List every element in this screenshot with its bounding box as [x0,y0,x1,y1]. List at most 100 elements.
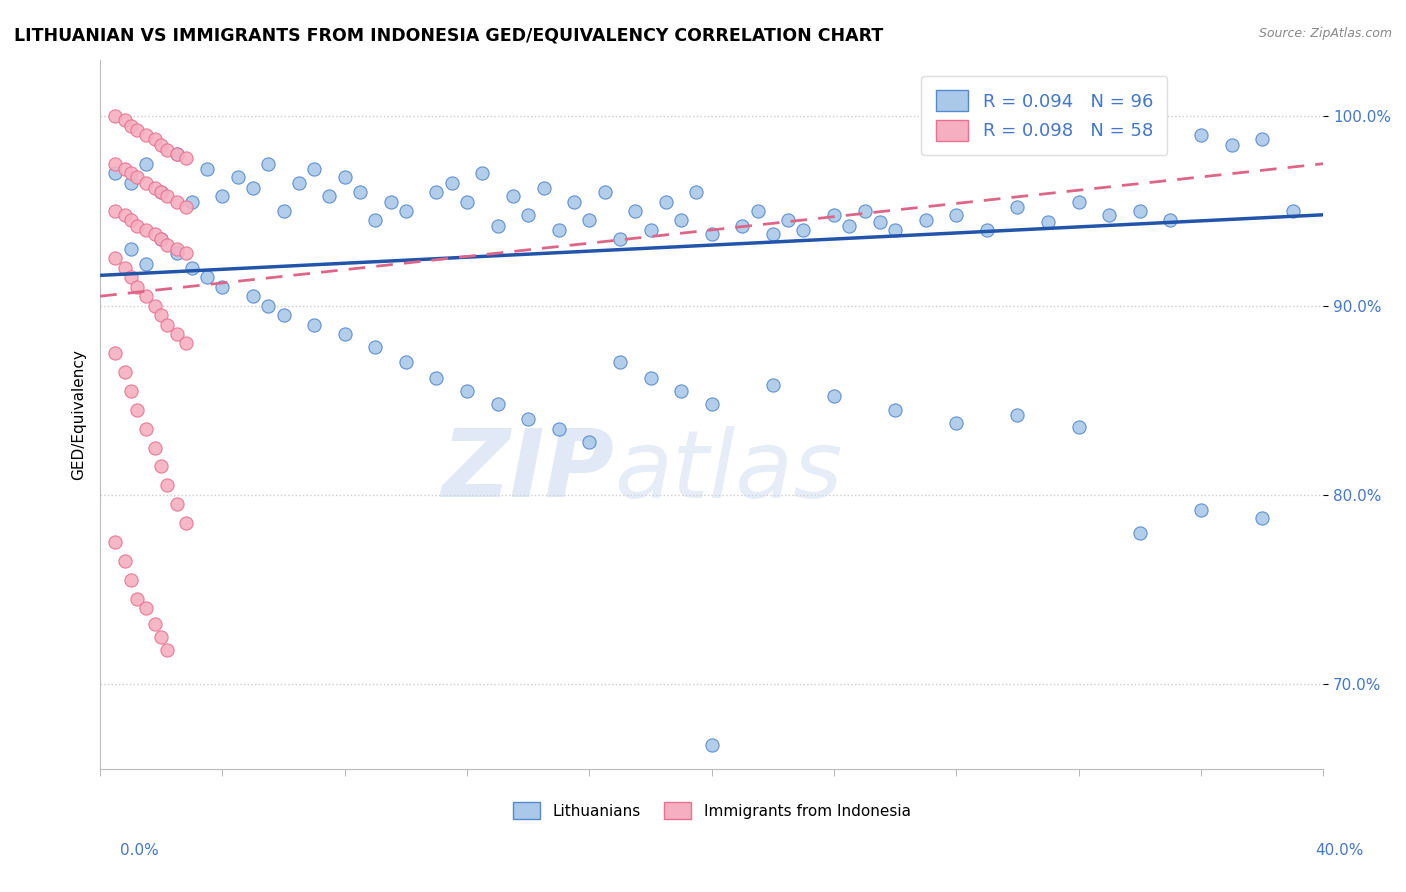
Point [120,119,142,133]
Point [700,397,723,411]
Point [125,169,148,184]
Point [502,189,524,203]
Point [884,223,907,237]
Point [150,232,173,246]
Point [143,616,166,631]
Point [166,245,188,260]
Point [143,441,166,455]
Point [624,204,647,219]
Point [257,299,280,313]
Point [174,336,197,351]
Point [135,289,157,303]
Point [166,147,188,161]
Point [273,308,295,322]
Point [120,573,142,587]
Point [273,204,295,219]
Point [135,128,157,143]
Point [135,176,157,190]
Point [562,194,585,209]
Point [150,459,173,474]
Point [104,346,127,360]
Point [823,208,845,222]
Point [104,252,127,266]
Point [174,151,197,165]
Point [125,219,148,234]
Point [288,176,311,190]
Point [945,208,967,222]
Point [166,147,188,161]
Point [547,422,569,436]
Point [120,242,142,256]
Point [120,213,142,227]
Point [156,238,179,252]
Point [114,260,136,275]
Point [838,219,860,234]
Point [125,279,148,293]
Point [156,144,179,158]
Point [762,227,785,241]
Text: ZIP: ZIP [441,425,614,517]
Point [700,738,723,752]
Point [1007,409,1029,423]
Point [150,232,173,246]
Point [195,162,218,177]
Point [242,289,264,303]
Point [180,260,202,275]
Point [669,384,692,398]
Point [150,630,173,644]
Point [302,162,325,177]
Point [731,219,754,234]
Point [425,370,447,384]
Point [156,478,179,492]
Point [150,185,173,199]
Point [1129,204,1152,219]
Point [226,169,249,184]
Point [700,227,723,241]
Point [143,181,166,195]
Point [120,384,142,398]
Point [669,213,692,227]
Point [135,601,157,615]
Point [349,185,371,199]
Point [150,185,173,199]
Point [114,554,136,568]
Point [578,213,600,227]
Point [517,412,540,426]
Point [578,434,600,449]
Point [166,242,188,256]
Point [778,213,800,227]
Point [1159,213,1181,227]
Point [120,270,142,285]
Point [640,223,662,237]
Point [104,166,127,180]
Point [166,497,188,511]
Point [853,204,876,219]
Point [380,194,402,209]
Point [364,213,387,227]
Point [593,185,616,199]
Point [456,384,478,398]
Point [471,166,494,180]
Point [1098,208,1121,222]
Point [174,516,197,531]
Point [135,157,157,171]
Point [318,189,340,203]
Text: 0.0%: 0.0% [120,843,159,858]
Point [156,643,179,657]
Point [1067,194,1090,209]
Point [114,162,136,177]
Point [685,185,707,199]
Point [1007,200,1029,214]
Point [302,318,325,332]
Point [120,176,142,190]
Point [114,365,136,379]
Point [143,132,166,146]
Point [976,223,998,237]
Point [104,109,127,123]
Point [257,157,280,171]
Y-axis label: GED/Equivalency: GED/Equivalency [72,349,86,480]
Point [1189,128,1212,143]
Point [135,422,157,436]
Point [174,245,197,260]
Point [195,270,218,285]
